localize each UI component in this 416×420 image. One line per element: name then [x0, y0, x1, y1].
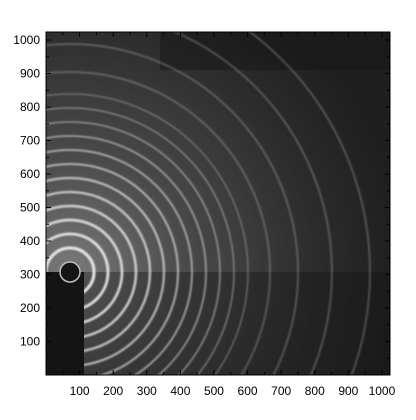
- beamstop-tip: [59, 261, 81, 283]
- y-tick-label: 400: [20, 234, 40, 248]
- x-tick-label: 400: [170, 384, 190, 398]
- y-tick-label: 1000: [13, 33, 40, 47]
- diffraction-ring: [46, 162, 180, 375]
- diffraction-ring: [46, 42, 300, 375]
- y-axis: 1000 900 800 700 600 500 400 300 200 100: [13, 33, 390, 359]
- y-tick-label: 700: [20, 134, 40, 148]
- x-tick-label: 900: [338, 384, 358, 398]
- y-tick-label: 300: [20, 268, 40, 282]
- x-tick-label: 600: [238, 384, 258, 398]
- y-tick-label: 800: [20, 100, 40, 114]
- detector-image: [46, 32, 390, 375]
- diffraction-rings: [46, 32, 372, 375]
- beamstop: [46, 272, 84, 375]
- y-tick-label: 600: [20, 167, 40, 181]
- y-tick-label: 500: [20, 201, 40, 215]
- x-axis: 100 200 300 400 500 600 700 800 900 1000: [62, 32, 396, 398]
- diffraction-ring: [248, 32, 372, 375]
- x-tick-label: 1000: [369, 384, 396, 398]
- y-tick-label: 100: [20, 335, 40, 349]
- x-tick-label: 300: [137, 384, 157, 398]
- diffraction-ring: [46, 148, 194, 375]
- diffraction-ring: [46, 121, 221, 375]
- plot-frame: [45, 31, 391, 376]
- diffraction-ring: [46, 107, 235, 375]
- x-tick-label: 100: [70, 384, 90, 398]
- y-tick-label: 900: [20, 67, 40, 81]
- diffraction-ring: [172, 32, 334, 375]
- x-tick-label: 500: [204, 384, 224, 398]
- diffraction-ring: [46, 135, 207, 375]
- y-tick-label: 200: [20, 301, 40, 315]
- x-tick-label: 800: [305, 384, 325, 398]
- x-tick-label: 200: [103, 384, 123, 398]
- diffraction-ring: [46, 70, 272, 375]
- x-tick-label: 700: [271, 384, 291, 398]
- diffraction-ring: [46, 93, 249, 375]
